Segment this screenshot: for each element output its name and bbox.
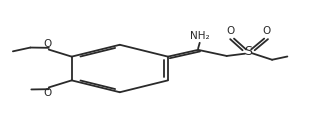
Text: O: O: [43, 39, 51, 49]
Text: S: S: [244, 45, 252, 58]
Text: O: O: [263, 26, 271, 36]
Text: NH₂: NH₂: [190, 32, 210, 42]
Text: O: O: [43, 88, 51, 98]
Text: O: O: [227, 26, 235, 36]
